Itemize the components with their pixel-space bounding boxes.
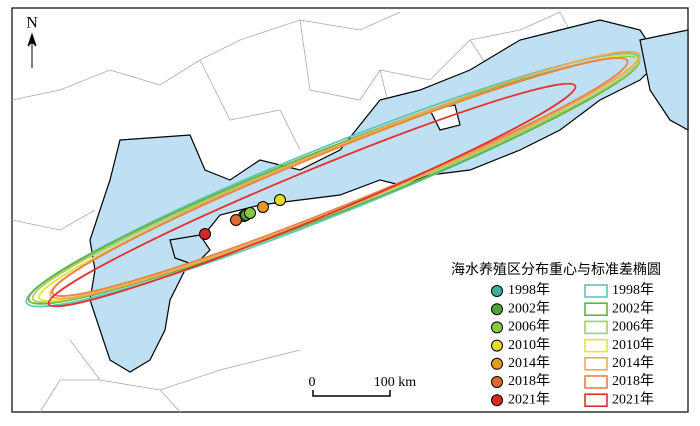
legend-ellipse-label: 2021年 — [612, 391, 654, 407]
scale-bar: 0 100 km — [309, 375, 417, 397]
std-ellipse — [47, 82, 577, 308]
legend-point-label: 2002年 — [508, 300, 550, 316]
std-ellipse — [51, 57, 629, 297]
legend-point-swatch — [491, 303, 503, 316]
legend-ellipse-swatch — [584, 302, 608, 317]
legend-point-swatch — [491, 357, 503, 370]
legend: 海水养殖区分布重心与标准差椭圆 1998年 2002年 2006年 2010年 2014… — [440, 258, 686, 410]
legend-point-label: 2021年 — [508, 391, 550, 407]
north-arrow: N — [26, 15, 38, 68]
legend-ellipse-label: 1998年 — [612, 282, 654, 298]
legend-ellipse-label: 2018年 — [612, 373, 654, 389]
legend-point-label: 2010年 — [508, 337, 550, 353]
scale-end: 100 km — [374, 375, 417, 390]
legend-ellipse-label: 2010年 — [612, 337, 654, 353]
north-arrow-shape — [27, 32, 37, 68]
legend-point-swatch — [491, 285, 503, 297]
legend-point-swatch — [491, 376, 503, 388]
legend-point-label: 1998年 — [508, 282, 550, 298]
centroids — [199, 194, 286, 240]
centroid — [274, 194, 286, 206]
legend-title: 海水养殖区分布重心与标准差椭圆 — [451, 261, 661, 278]
centroid — [244, 207, 256, 219]
legend-ellipse-label: 2002年 — [612, 300, 654, 316]
legend-ellipse-swatch — [584, 393, 608, 408]
legend-ellipse-swatch — [584, 356, 608, 371]
legend-point-swatch — [491, 394, 503, 407]
legend-point-swatch — [491, 339, 503, 352]
legend-ellipse-swatch — [584, 320, 608, 335]
legend-ellipse-swatch — [584, 375, 608, 389]
legend-point-label: 2018年 — [508, 373, 550, 389]
centroid — [230, 214, 242, 226]
ellipses — [25, 50, 641, 308]
legend-point-label: 2014年 — [508, 355, 550, 371]
legend-bg — [440, 258, 686, 410]
centroid — [199, 228, 211, 240]
scale-line — [312, 390, 391, 397]
legend-ellipse-label: 2014年 — [612, 355, 654, 371]
land — [89, 19, 689, 373]
centroid — [257, 201, 269, 213]
legend-ellipse-swatch — [584, 284, 608, 298]
legend-ellipse-label: 2006年 — [612, 319, 654, 335]
north-label: N — [26, 15, 38, 32]
legend-point-label: 2006年 — [508, 319, 550, 335]
legend-ellipse-swatch — [584, 338, 608, 353]
legend-point-swatch — [491, 321, 503, 334]
scale-start: 0 — [309, 375, 316, 390]
